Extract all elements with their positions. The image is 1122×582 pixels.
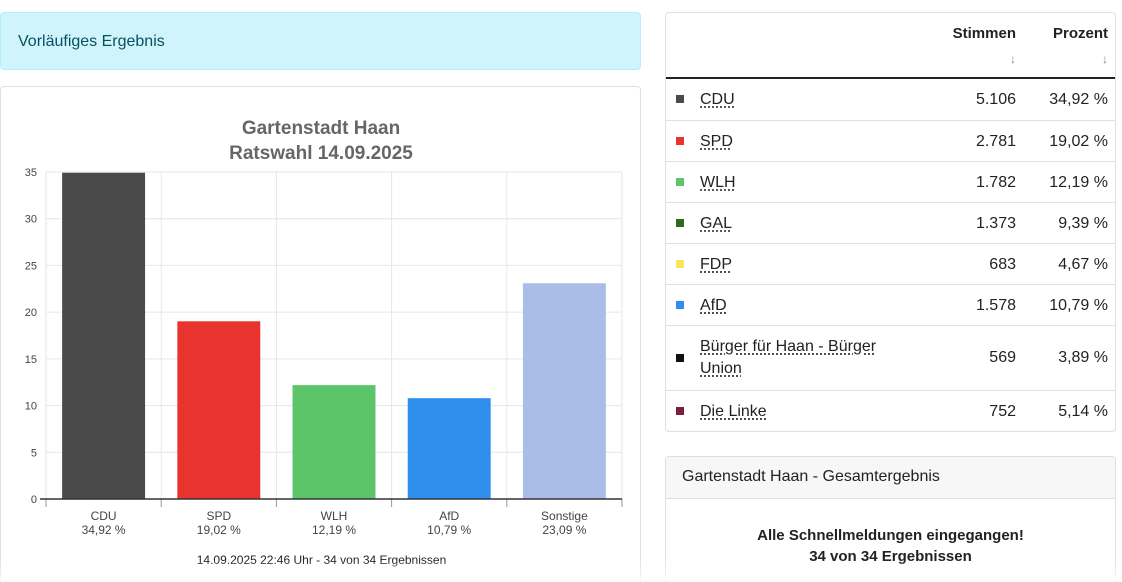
votes-cell: 683 bbox=[989, 256, 1016, 274]
votes-cell: 1.782 bbox=[976, 174, 1016, 192]
party-color-swatch bbox=[676, 219, 684, 227]
x-category-label: WLH bbox=[321, 509, 348, 523]
chart-footer: 14.09.2025 22:46 Uhr - 34 von 34 Ergebni… bbox=[1, 553, 642, 567]
results-table: Stimmen ↓ Prozent ↓ CDU 5.106 34,92 % SP… bbox=[665, 12, 1116, 432]
table-header: Stimmen ↓ Prozent ↓ bbox=[666, 13, 1116, 79]
x-category-label: SPD bbox=[206, 509, 231, 523]
y-tick-label: 5 bbox=[31, 447, 37, 459]
party-color-swatch bbox=[676, 407, 684, 415]
party-link[interactable]: WLH bbox=[700, 172, 910, 194]
y-tick-label: 30 bbox=[25, 214, 37, 226]
votes-header-label: Stimmen bbox=[953, 25, 1016, 42]
percent-cell: 34,92 % bbox=[1049, 91, 1108, 109]
y-tick-label: 15 bbox=[25, 354, 37, 366]
table-row: AfD 1.578 10,79 % bbox=[666, 285, 1116, 326]
table-row: WLH 1.782 12,19 % bbox=[666, 162, 1116, 203]
party-color-swatch bbox=[676, 354, 684, 362]
y-tick-label: 35 bbox=[25, 167, 37, 179]
table-row: CDU 5.106 34,92 % bbox=[666, 79, 1116, 121]
summary-body: Alle Schnellmeldungen eingegangen! 34 vo… bbox=[666, 499, 1115, 567]
votes-cell: 5.106 bbox=[976, 91, 1016, 109]
bar-wlh bbox=[293, 385, 376, 499]
x-category-label: AfD bbox=[439, 509, 459, 523]
chart-subtitle: Ratswahl 14.09.2025 bbox=[229, 143, 413, 164]
sort-arrow-icon[interactable]: ↓ bbox=[953, 52, 1016, 66]
party-link[interactable]: Bürger für Haan - Bürger Union bbox=[700, 336, 910, 380]
party-color-swatch bbox=[676, 301, 684, 309]
percent-cell: 12,19 % bbox=[1049, 174, 1108, 192]
y-tick-label: 25 bbox=[25, 260, 37, 272]
bar-afd bbox=[408, 398, 491, 499]
x-percent-label: 34,92 % bbox=[82, 523, 126, 537]
x-percent-label: 10,79 % bbox=[427, 523, 471, 537]
party-color-swatch bbox=[676, 137, 684, 145]
percent-cell: 5,14 % bbox=[1058, 403, 1108, 421]
votes-cell: 752 bbox=[989, 403, 1016, 421]
bar-cdu bbox=[62, 173, 145, 499]
party-color-swatch bbox=[676, 95, 684, 103]
x-percent-label: 23,09 % bbox=[542, 523, 586, 537]
party-link[interactable]: GAL bbox=[700, 213, 910, 235]
percent-cell: 10,79 % bbox=[1049, 297, 1108, 315]
x-percent-label: 12,19 % bbox=[312, 523, 356, 537]
bar-sonstige bbox=[523, 283, 606, 499]
percent-cell: 3,89 % bbox=[1058, 349, 1108, 367]
votes-cell: 1.373 bbox=[976, 215, 1016, 233]
summary-card: Gartenstadt Haan - Gesamtergebnis Alle S… bbox=[665, 456, 1116, 582]
summary-header: Gartenstadt Haan - Gesamtergebnis bbox=[666, 457, 1115, 499]
x-category-label: CDU bbox=[91, 509, 117, 523]
table-row: SPD 2.781 19,02 % bbox=[666, 121, 1116, 162]
y-tick-label: 20 bbox=[25, 307, 37, 319]
votes-cell: 1.578 bbox=[976, 297, 1016, 315]
bar-chart: Gartenstadt Haan Ratswahl 14.09.2025 0 5 1… bbox=[1, 87, 642, 547]
summary-line-complete: Alle Schnellmeldungen eingegangen! bbox=[666, 525, 1115, 546]
party-color-swatch bbox=[676, 260, 684, 268]
status-alert: Vorläufiges Ergebnis bbox=[0, 12, 641, 70]
x-percent-label: 19,02 % bbox=[197, 523, 241, 537]
party-link[interactable]: Die Linke bbox=[700, 401, 910, 423]
party-link[interactable]: SPD bbox=[700, 131, 910, 153]
y-tick-label: 0 bbox=[31, 494, 37, 506]
table-row: FDP 683 4,67 % bbox=[666, 244, 1116, 285]
table-row: Bürger für Haan - Bürger Union 569 3,89 … bbox=[666, 326, 1116, 391]
bar-spd bbox=[177, 321, 260, 499]
percent-cell: 9,39 % bbox=[1058, 215, 1108, 233]
percent-cell: 4,67 % bbox=[1058, 256, 1108, 274]
party-link[interactable]: FDP bbox=[700, 254, 910, 276]
percent-column-header[interactable]: Prozent ↓ bbox=[1053, 25, 1108, 66]
status-alert-text: Vorläufiges Ergebnis bbox=[18, 33, 165, 50]
table-row: Die Linke 752 5,14 % bbox=[666, 391, 1116, 432]
x-category-label: Sonstige bbox=[541, 509, 588, 523]
chart-title: Gartenstadt Haan bbox=[242, 118, 400, 139]
sort-arrow-icon[interactable]: ↓ bbox=[1053, 52, 1108, 66]
party-link[interactable]: CDU bbox=[700, 89, 910, 111]
votes-cell: 2.781 bbox=[976, 133, 1016, 151]
party-link[interactable]: AfD bbox=[700, 295, 910, 317]
chart-card: Gartenstadt Haan Ratswahl 14.09.2025 0 5 1… bbox=[0, 86, 641, 582]
table-row: GAL 1.373 9,39 % bbox=[666, 203, 1116, 244]
percent-cell: 19,02 % bbox=[1049, 133, 1108, 151]
votes-cell: 569 bbox=[989, 349, 1016, 367]
summary-line-count: 34 von 34 Ergebnissen bbox=[666, 546, 1115, 567]
party-color-swatch bbox=[676, 178, 684, 186]
votes-column-header[interactable]: Stimmen ↓ bbox=[953, 25, 1016, 66]
percent-header-label: Prozent bbox=[1053, 25, 1108, 42]
y-tick-label: 10 bbox=[25, 401, 37, 413]
